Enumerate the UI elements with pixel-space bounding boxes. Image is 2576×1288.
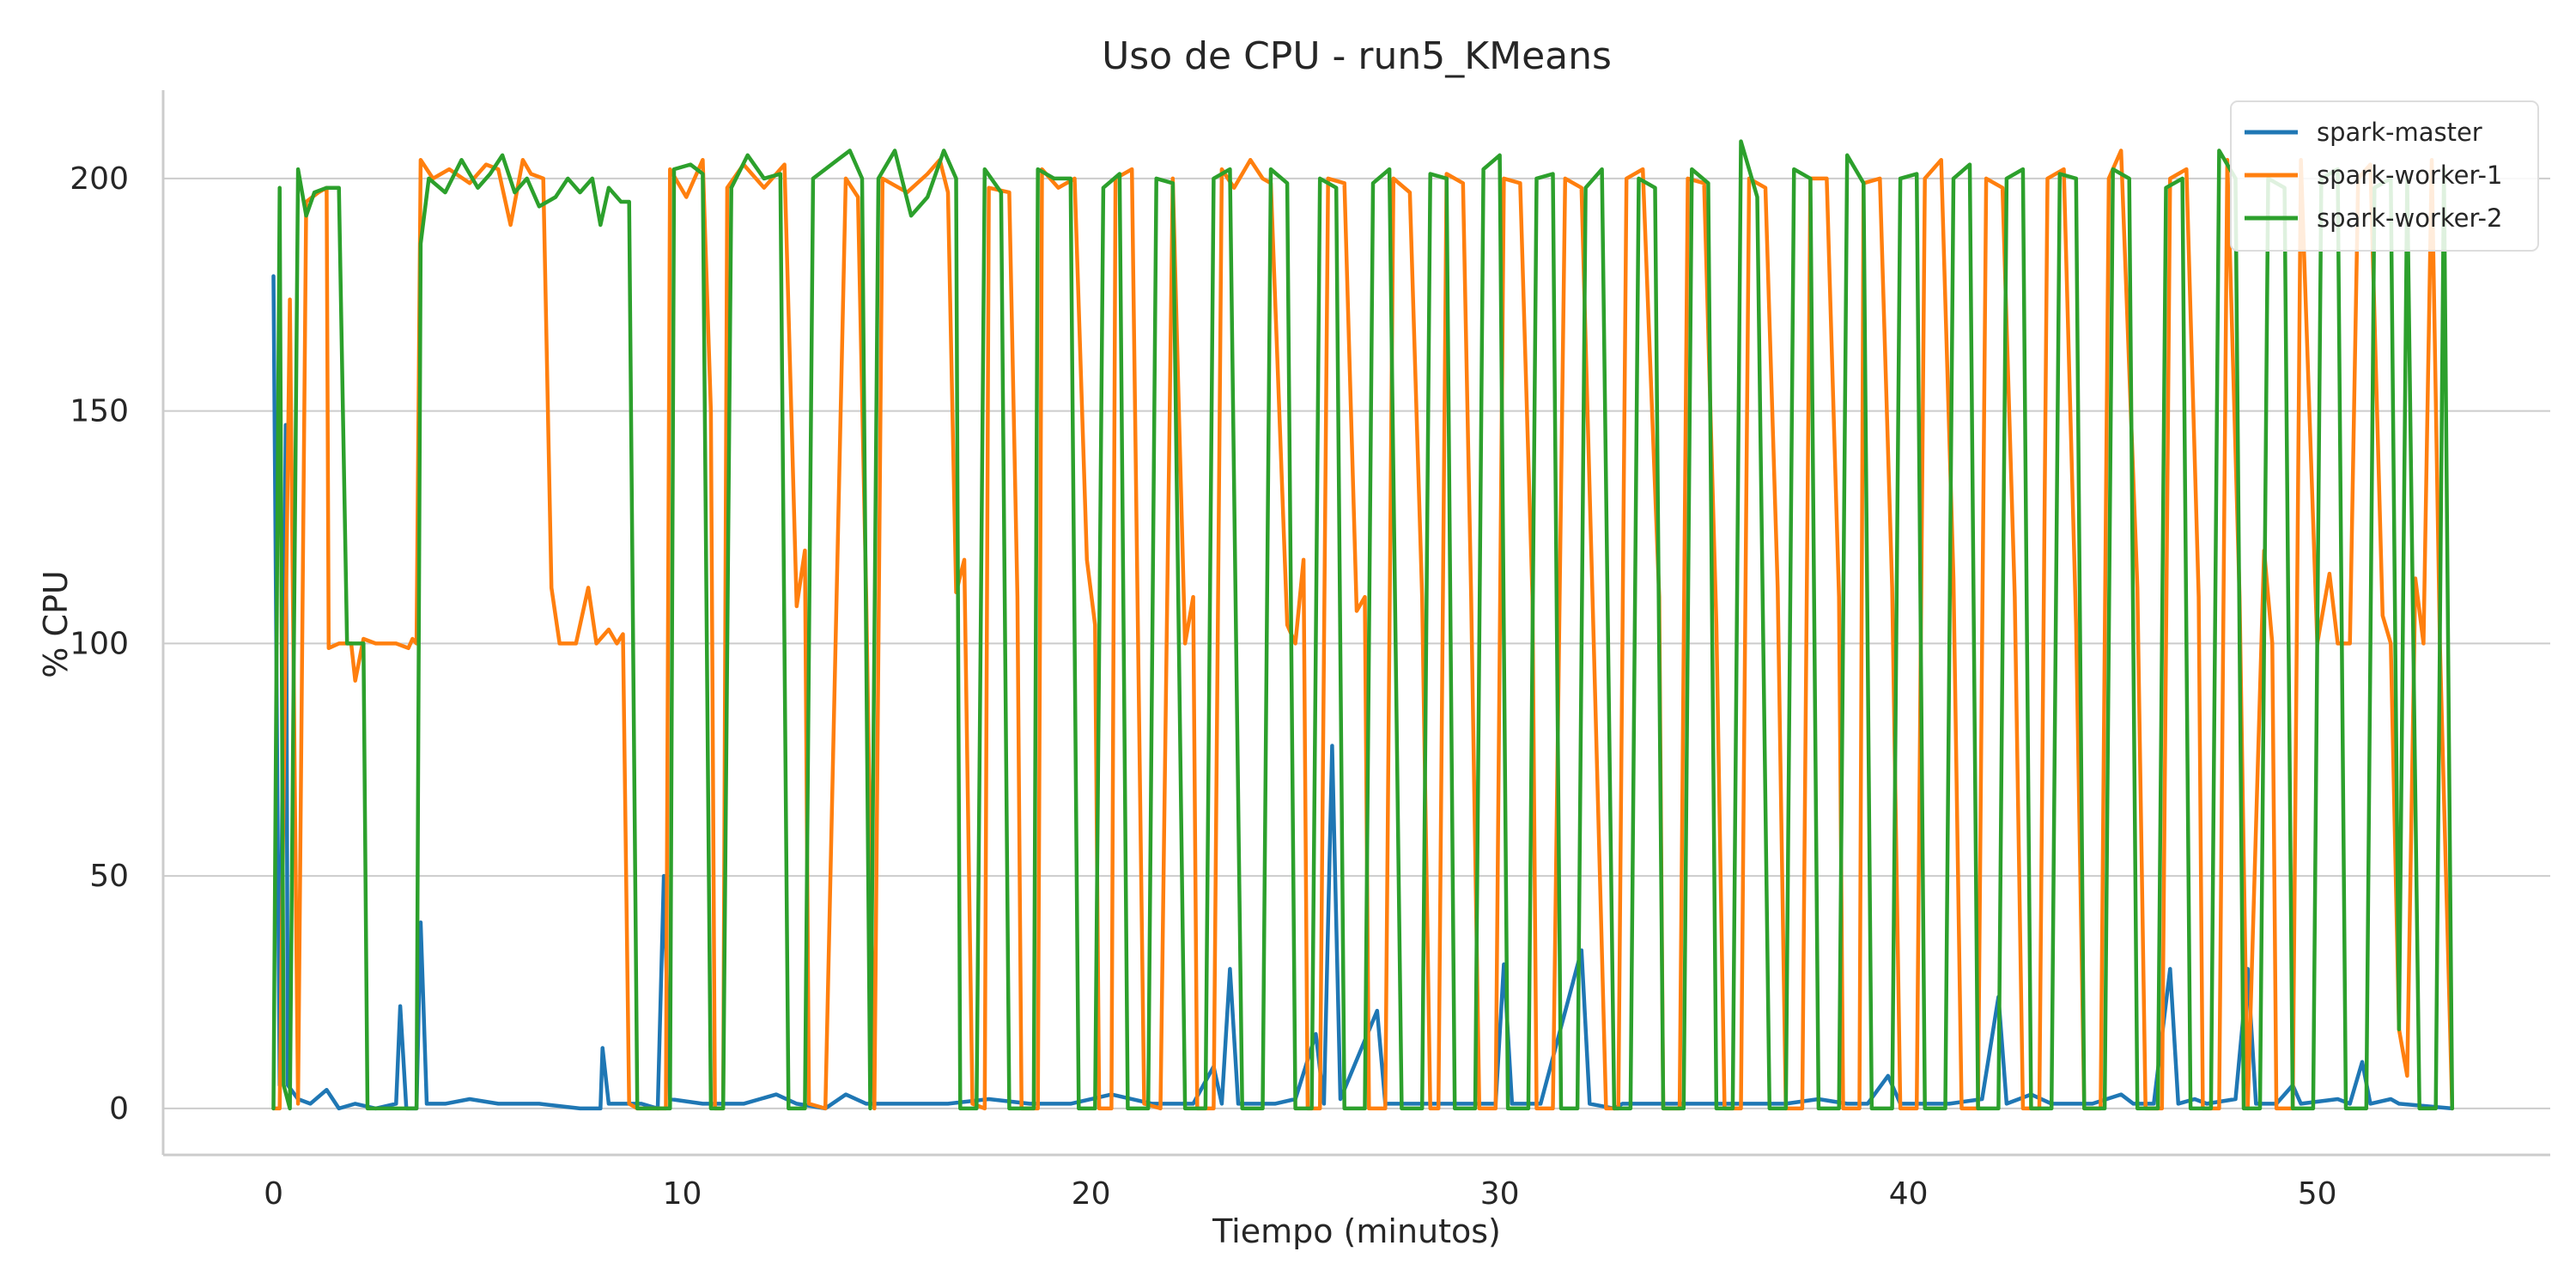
y-tick-label: 200 <box>70 161 129 197</box>
legend-box <box>2230 100 2539 252</box>
legend-label: spark-worker-2 <box>2317 204 2502 233</box>
chart-title: Uso de CPU - run5_KMeans <box>1102 34 1612 78</box>
series-line-spark-master <box>271 274 2455 1111</box>
x-tick-label: 40 <box>1889 1176 1929 1212</box>
series-line-spark-worker-1 <box>271 149 2455 1111</box>
legend-label: spark-master <box>2317 118 2482 147</box>
plot-area <box>271 139 2455 1111</box>
x-tick-label: 10 <box>663 1176 702 1212</box>
y-tick-label: 100 <box>70 626 129 661</box>
x-axis-label: Tiempo (minutos) <box>1212 1212 1501 1250</box>
legend-label: spark-worker-1 <box>2317 161 2502 190</box>
y-tick-label: 0 <box>109 1091 129 1127</box>
y-axis-label: % CPU <box>37 570 75 677</box>
axis-spines <box>161 90 2550 1157</box>
y-axis-ticks: 0 50 100 150 200 <box>70 161 129 1127</box>
x-tick-label: 50 <box>2298 1176 2337 1212</box>
legend: spark-master spark-worker-1 spark-worker-2 <box>2230 100 2539 252</box>
x-tick-label: 0 <box>264 1176 283 1212</box>
y-tick-label: 50 <box>89 859 129 894</box>
series-line-spark-worker-2 <box>271 139 2455 1111</box>
x-tick-label: 30 <box>1480 1176 1520 1212</box>
x-tick-label: 20 <box>1072 1176 1111 1212</box>
y-tick-label: 150 <box>70 394 129 429</box>
x-axis-ticks: 0 10 20 30 40 50 <box>264 1176 2336 1212</box>
